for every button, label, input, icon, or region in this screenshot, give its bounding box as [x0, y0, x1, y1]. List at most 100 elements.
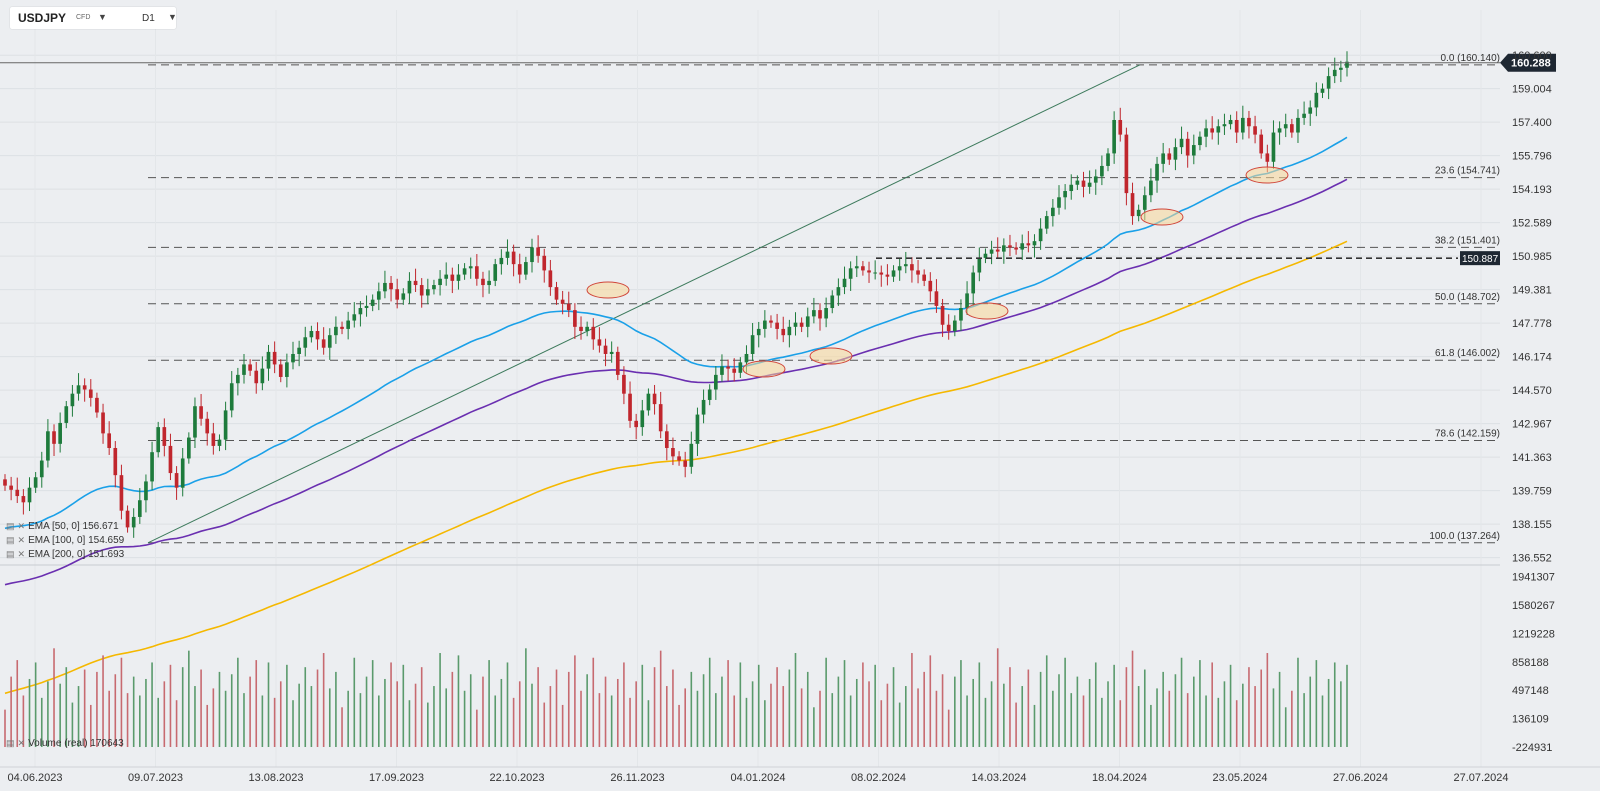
- volume-bar: [1272, 688, 1275, 747]
- candle-body: [334, 326, 338, 336]
- candle-body: [1179, 138, 1184, 148]
- volume-legend[interactable]: ▤ ✕ Volume (real) 170643: [6, 738, 124, 749]
- volume-bar: [10, 676, 12, 747]
- volume-tick-label: 136109: [1512, 714, 1549, 726]
- candle-body: [462, 268, 467, 275]
- volume-bar: [874, 664, 876, 747]
- volume-bar: [218, 671, 221, 747]
- close-icon[interactable]: ✕: [17, 738, 26, 748]
- volume-bar: [1205, 695, 1207, 747]
- volume-bar: [65, 667, 68, 747]
- timeframe-label[interactable]: D1: [142, 13, 155, 24]
- ema100-legend[interactable]: ▤ ✕ EMA [100, 0] 154.659: [6, 535, 124, 546]
- settings-icon[interactable]: ▤: [6, 738, 15, 748]
- candle-body: [248, 364, 252, 371]
- volume-bar: [181, 667, 184, 747]
- candle-body: [364, 305, 369, 309]
- candle-body: [934, 291, 939, 306]
- candle-body: [910, 264, 914, 271]
- candle-body: [1277, 128, 1282, 133]
- volume-bar: [813, 707, 815, 747]
- symbol-dropdown-icon[interactable]: ▼: [98, 12, 107, 22]
- candle-body: [1265, 153, 1270, 162]
- fib-level-label: 38.2 (151.401): [1435, 235, 1500, 246]
- volume-bar: [586, 674, 588, 747]
- volume-bar: [1346, 664, 1348, 747]
- close-icon[interactable]: ✕: [17, 549, 26, 559]
- candle-body: [76, 385, 81, 394]
- candle-body: [897, 266, 902, 271]
- volume-bar: [531, 683, 533, 747]
- close-icon[interactable]: ✕: [17, 535, 26, 545]
- candle-body: [756, 328, 761, 336]
- volume-bar: [1052, 690, 1054, 747]
- volume-bar: [126, 693, 129, 747]
- volume-bar: [53, 648, 55, 747]
- volume-bar: [1143, 669, 1146, 747]
- candle-body: [1087, 182, 1092, 187]
- candle-body: [848, 268, 853, 279]
- timeframe-dropdown-icon[interactable]: ▼: [168, 12, 177, 22]
- candle-body: [1173, 147, 1178, 160]
- candle-body: [1038, 228, 1043, 242]
- volume-bar: [696, 690, 699, 747]
- candle-body: [634, 420, 638, 428]
- candle-body: [1283, 124, 1288, 129]
- candle-body: [70, 393, 75, 407]
- candle-body: [542, 255, 547, 271]
- candle-body: [33, 477, 38, 488]
- candle-body: [1198, 136, 1202, 146]
- candle-body: [1271, 132, 1276, 162]
- candle-body: [321, 339, 326, 348]
- symbol-selector[interactable]: USDJPY CFD ▼ D1 ▼: [10, 7, 177, 29]
- candle-body: [989, 249, 994, 254]
- volume-bar: [224, 690, 227, 747]
- volume-bars: [4, 648, 1348, 747]
- volume-bar: [500, 678, 503, 747]
- settings-icon[interactable]: ▤: [6, 535, 15, 545]
- candle-body: [1339, 67, 1343, 70]
- candle-body: [1124, 134, 1129, 194]
- candle-body: [805, 316, 810, 327]
- candle-body: [309, 331, 314, 338]
- candle-body: [591, 326, 596, 340]
- candle-body: [732, 368, 737, 373]
- annotations: 150.887 160.288: [0, 53, 1556, 378]
- candle-body: [39, 460, 44, 478]
- candle-body: [812, 310, 816, 317]
- volume-bar: [966, 695, 968, 747]
- candle-body: [1130, 193, 1135, 217]
- support-ellipse: [742, 360, 786, 378]
- volume-bar: [279, 681, 282, 747]
- volume-bar: [715, 693, 717, 747]
- ema50-legend-label: EMA [50, 0] 156.671: [28, 521, 119, 532]
- volume-bar: [543, 702, 546, 747]
- candle-body: [487, 280, 491, 286]
- volume-bar: [28, 678, 31, 747]
- candle-body: [180, 458, 185, 488]
- candle-body: [959, 308, 963, 321]
- candle-body: [1253, 126, 1257, 135]
- settings-icon[interactable]: ▤: [6, 521, 15, 531]
- volume-bar: [935, 690, 938, 747]
- candle-body: [407, 280, 412, 294]
- candle-body: [1308, 107, 1313, 114]
- ema200-legend[interactable]: ▤ ✕ EMA [200, 0] 151.693: [6, 549, 124, 560]
- volume-bar: [776, 667, 778, 747]
- candle-body: [689, 443, 694, 467]
- candle-body: [1296, 117, 1300, 133]
- price-tick-label: 152.589: [1512, 218, 1552, 230]
- fib-level-label: 78.6 (142.159): [1435, 429, 1500, 440]
- volume-bar: [1015, 702, 1017, 747]
- volume-bar: [978, 662, 981, 747]
- volume-bar: [794, 653, 797, 747]
- close-icon[interactable]: ✕: [17, 521, 26, 531]
- ema50-legend[interactable]: ▤ ✕ EMA [50, 0] 156.671: [6, 521, 119, 532]
- candle-body: [781, 328, 786, 336]
- candle-body: [9, 485, 13, 490]
- volume-bar: [1131, 650, 1134, 747]
- date-tick-label: 09.07.2023: [128, 772, 183, 784]
- candle-body: [873, 272, 877, 274]
- settings-icon[interactable]: ▤: [6, 549, 15, 559]
